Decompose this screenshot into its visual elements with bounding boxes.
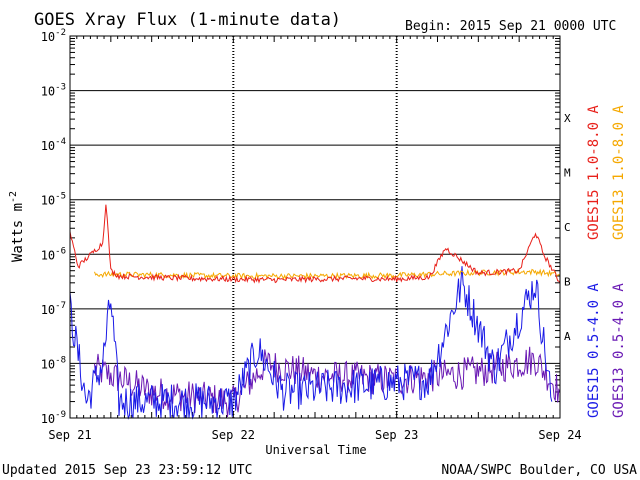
legend-entry: GOES13 1.0-8.0 A [611,105,627,240]
x-tick-label: Sep 23 [375,428,418,442]
legend-entry: GOES13 0.5-4.0 A [611,283,627,418]
flare-class-label: X [564,112,571,125]
y-tick-label: 10-7 [41,301,66,317]
y-tick-label: 10-3 [41,83,66,99]
plot-frame [69,35,561,419]
y-axis-label-text: Watts m [10,203,26,262]
y-tick-label: 10-8 [41,355,66,371]
series-layer [69,204,561,420]
axes-labels: 10-2 10-3 10-4 10-5 10-6 10-7 10-8 10-9 Sep 21 Se… [41,28,582,442]
flare-class-label: B [564,276,571,289]
y-tick-label: 10-4 [41,137,66,153]
y-axis-label: Watts m-2 [8,191,26,262]
chart-title: GOES Xray Flux (1-minute data) [34,10,341,30]
y-axis-label-exponent: -2 [8,191,19,203]
y-tick-label: 10-5 [41,192,66,208]
x-tick-label: Sep 21 [48,428,91,442]
flare-class-label: M [564,166,571,179]
x-axis-label: Universal Time [265,443,366,457]
plot-background [70,36,560,418]
plot-border [69,35,561,419]
y-tick-label: 10-9 [41,410,66,426]
series-line-goes15-0-5-4-0-a [69,266,553,420]
legend: GOES15 1.0-8.0 A GOES13 1.0-8.0 A GOES15 0… [586,105,627,418]
y-tick-label: 10-2 [41,28,66,44]
begin-label: Begin: 2015 Sep 21 0000 UTC [405,19,616,34]
flare-class-label: A [564,330,571,343]
plot-area [70,36,560,418]
legend-entry: GOES15 1.0-8.0 A [586,105,602,240]
series-line-goes15-1-0-8-0-a [69,204,561,284]
legend-entry: GOES15 0.5-4.0 A [586,283,602,418]
x-tick-label: Sep 22 [212,428,255,442]
y-tick-label: 10-6 [41,246,66,262]
footer-source: NOAA/SWPC Boulder, CO USA [441,463,637,478]
x-tick-label: Sep 24 [538,428,581,442]
flare-class-label: C [564,221,571,234]
footer-updated: Updated 2015 Sep 23 23:59:12 UTC [2,463,252,478]
